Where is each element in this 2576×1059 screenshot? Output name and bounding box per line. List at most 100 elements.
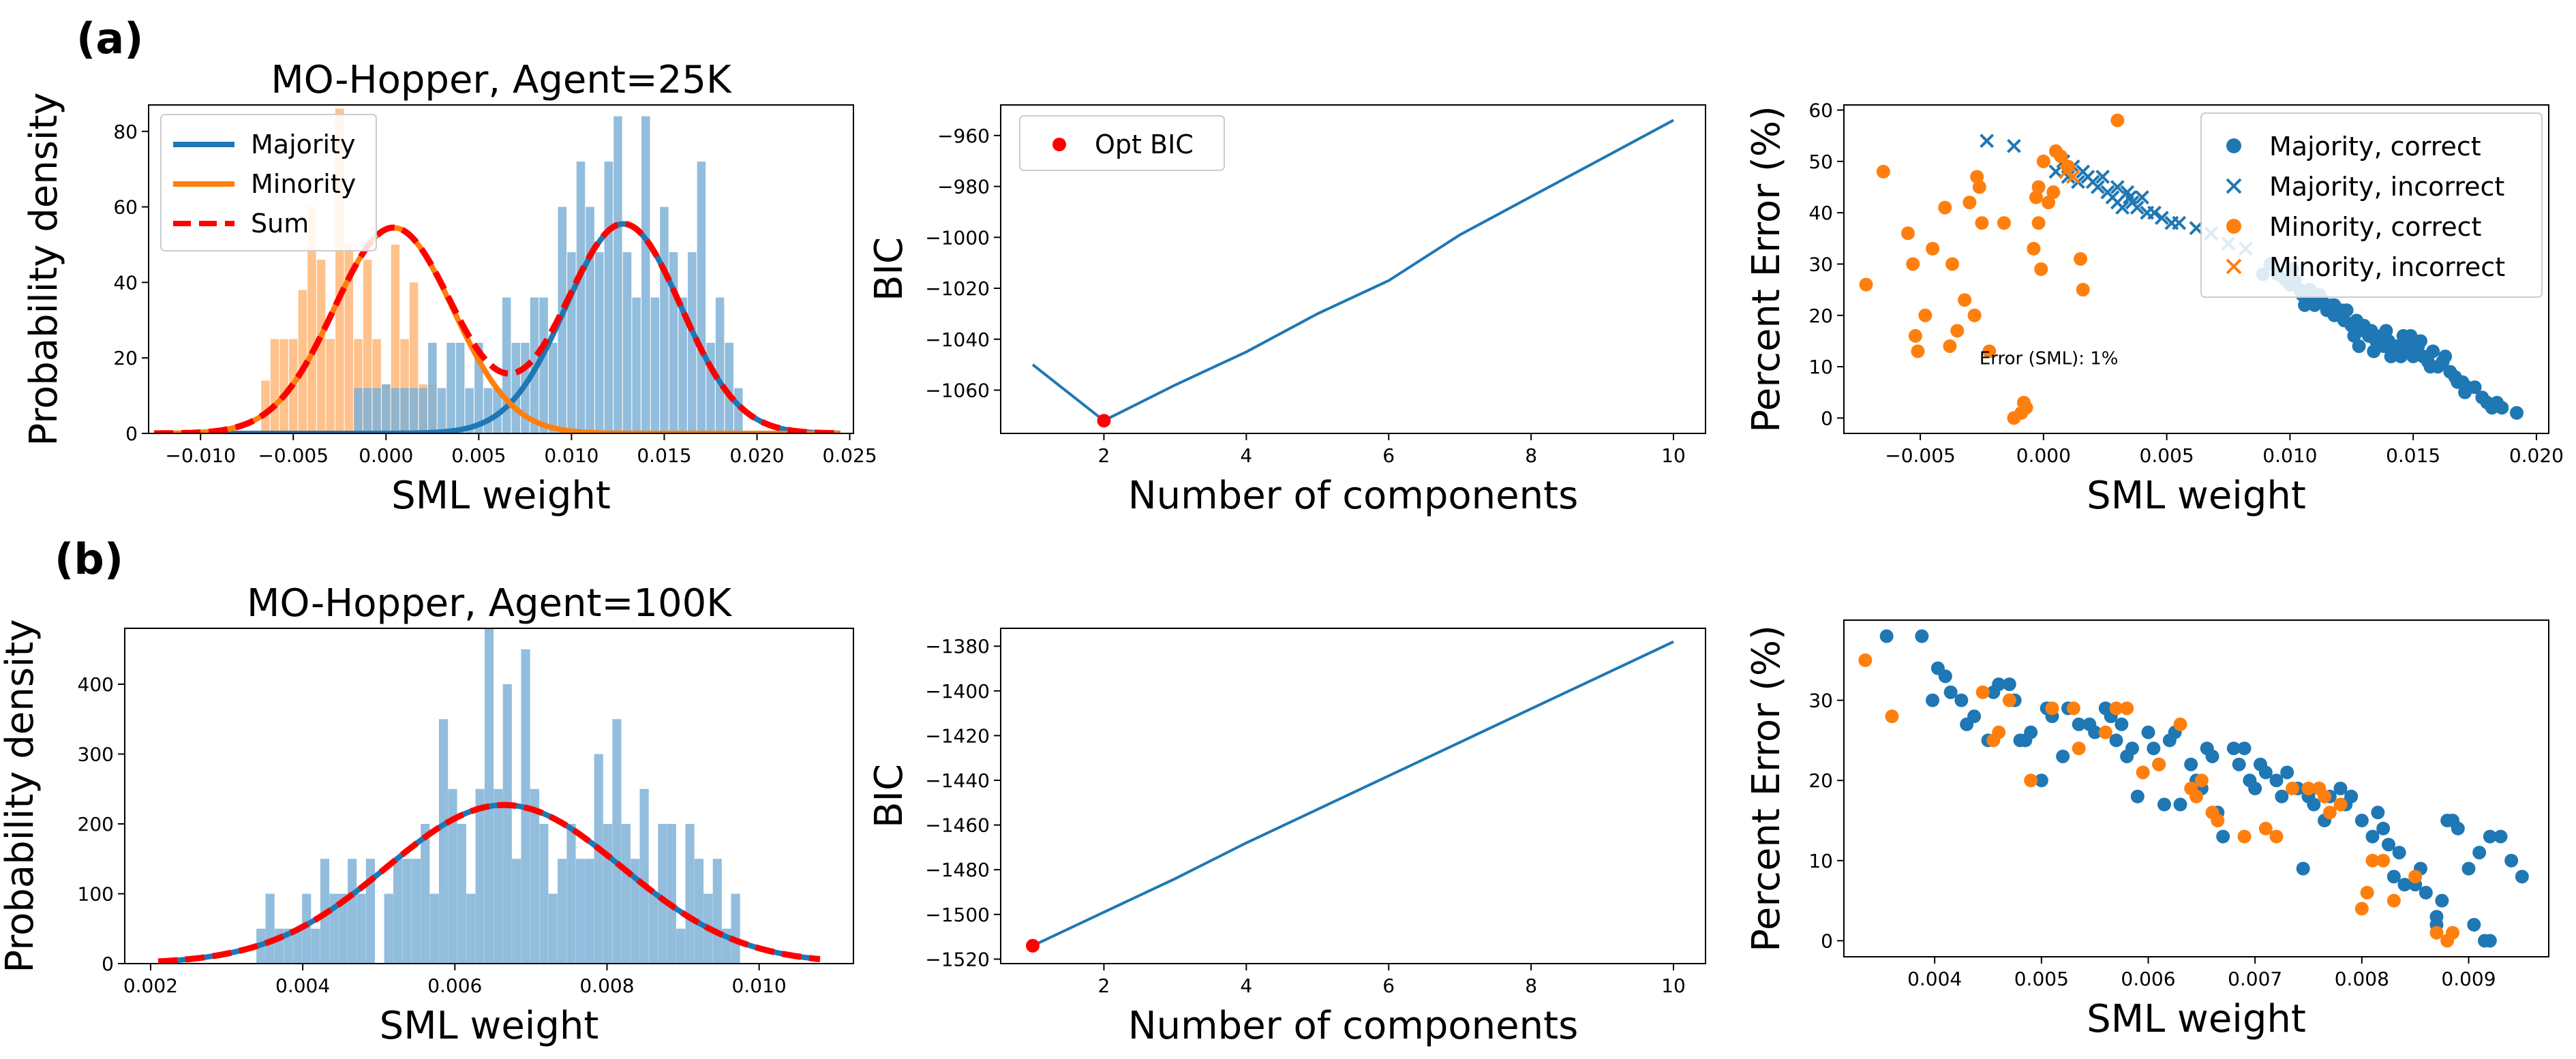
scatter-point <box>1926 241 1940 256</box>
x-tick-label: 0.025 <box>822 444 877 467</box>
scatter-point <box>2438 350 2453 364</box>
scatter-point <box>1963 196 1977 210</box>
y-tick-label: 40 <box>1808 202 1833 224</box>
histogram-bar <box>348 859 357 964</box>
y-tick-label: 80 <box>113 121 138 143</box>
scatter-point <box>2451 375 2465 389</box>
legend-marker <box>2226 258 2242 275</box>
x-tick-label: 6 <box>1382 974 1395 997</box>
histogram-bar <box>641 116 650 433</box>
histogram-bar <box>660 206 669 433</box>
histogram-bar <box>292 928 302 964</box>
scatter-point <box>1954 693 1969 707</box>
legend-label: Majority, correct <box>2269 132 2481 162</box>
scatter-point <box>2248 782 2262 795</box>
histogram-bar <box>326 339 335 433</box>
scatter-point <box>1858 653 1873 667</box>
scatter-point <box>2115 717 2129 731</box>
histogram-bar <box>511 343 521 433</box>
y-tick-label: 60 <box>113 196 138 219</box>
scatter-point <box>2216 829 2230 844</box>
x-tick-label: 0.006 <box>2121 968 2175 990</box>
y-tick-label: −1440 <box>925 769 990 792</box>
scatter-point <box>2194 773 2209 788</box>
histogram-bar <box>457 824 466 964</box>
scatter-point <box>2034 773 2048 788</box>
plot-area <box>154 108 841 433</box>
histogram-bar <box>530 788 540 964</box>
histogram-bar <box>484 628 494 964</box>
histogram-bar <box>725 343 733 433</box>
scatter-point <box>2002 693 2016 707</box>
chart-a_scatter: −0.005 0.000 0.005 0.010 0.015 0.020 0 10 20 30 40… <box>1744 99 2564 518</box>
scatter-point <box>2461 861 2476 876</box>
y-axis-label: Probability density <box>0 619 42 972</box>
scatter-x-point <box>2007 138 2021 153</box>
scatter-point <box>1970 170 1984 184</box>
histogram-bar <box>298 290 307 433</box>
histogram-bar <box>685 824 695 964</box>
panel-label-a: (a) <box>76 14 144 63</box>
x-tick-label: 4 <box>1240 444 1252 467</box>
opt-bic-point <box>1097 414 1111 428</box>
plot-area <box>157 628 821 964</box>
scatter-point <box>2237 829 2252 844</box>
scatter-point <box>2152 757 2166 771</box>
scatter-point <box>2451 821 2465 835</box>
y-axis-label: BIC <box>867 237 911 301</box>
scatter-point <box>1958 293 1972 307</box>
scatter-point <box>1967 709 1982 724</box>
histogram-bar <box>594 754 603 964</box>
scatter-point <box>2467 917 2481 932</box>
scatter-x-point <box>2090 180 2105 194</box>
scatter-point <box>2130 789 2145 803</box>
histogram-bar <box>391 388 400 433</box>
scatter-point <box>1911 344 1925 358</box>
histogram-bar <box>475 788 485 964</box>
scatter-point <box>1915 629 1929 643</box>
histogram-bar <box>302 893 312 964</box>
histogram-bar <box>411 859 421 964</box>
histogram-bar <box>493 388 502 433</box>
scatter-x-point <box>2154 211 2169 226</box>
axes-frame <box>1000 104 1706 434</box>
scatter-point <box>2258 821 2273 835</box>
scatter-point <box>2298 298 2312 312</box>
y-axis-label: Percent Error (%) <box>1744 625 1789 952</box>
legend-label: Minority, correct <box>2269 212 2481 242</box>
scatter-x-point <box>1980 134 1995 149</box>
histogram-bar <box>576 162 586 433</box>
x-axis-label: SML weight <box>2087 474 2306 518</box>
scatter-point <box>2504 853 2519 868</box>
histogram-bar <box>548 893 558 964</box>
histogram-bar <box>594 252 604 433</box>
scatter-point <box>2406 350 2421 364</box>
scatter-point <box>2232 757 2246 771</box>
legend-marker <box>2226 138 2241 153</box>
scatter-point <box>2157 797 2171 812</box>
scatter-x-point <box>2110 180 2125 194</box>
y-tick-label: 60 <box>1808 99 1833 122</box>
scatter-point <box>1975 685 1990 699</box>
scatter-point <box>2386 893 2401 908</box>
histogram-bar <box>437 388 446 433</box>
scatter-x-point <box>2115 200 2130 215</box>
scatter-point <box>1885 709 1899 724</box>
scatter-point <box>2036 154 2050 168</box>
annotation-text: Error (SML): 1% <box>1980 348 2119 369</box>
axes-frame <box>1843 104 2549 434</box>
y-tick-label: 20 <box>1808 305 1833 327</box>
scatter-point <box>2211 814 2225 828</box>
x-tick-label: 0.005 <box>2014 968 2069 990</box>
histogram-bar <box>621 824 631 964</box>
scatter-point <box>2184 757 2198 771</box>
x-tick-label: 0.002 <box>123 974 178 997</box>
x-tick-label: 0.008 <box>2335 968 2389 990</box>
scatter-point <box>2483 829 2497 844</box>
histogram-bar <box>465 388 474 433</box>
histogram-bar <box>357 893 366 964</box>
bic-line <box>1032 640 1674 947</box>
histogram-bar <box>483 388 493 433</box>
legend-label: Minority <box>251 169 356 199</box>
x-tick-label: 0.004 <box>275 974 330 997</box>
